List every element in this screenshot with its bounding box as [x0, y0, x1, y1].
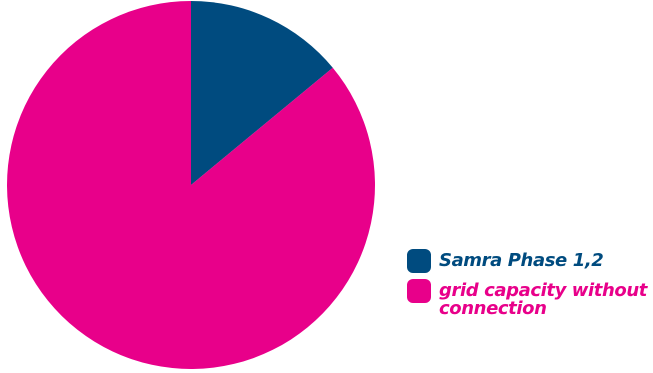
legend-item-grid-capacity: grid capacity without connection [407, 279, 647, 318]
legend-swatch-grid-capacity [407, 279, 431, 303]
chart-legend: Samra Phase 1,2 grid capacity without co… [407, 249, 647, 324]
legend-label-samra-phase: Samra Phase 1,2 [439, 250, 604, 271]
legend-swatch-samra-phase [407, 249, 431, 273]
legend-label-grid-capacity: grid capacity without connection [439, 280, 647, 319]
pie-slice-0 [191, 1, 333, 185]
legend-item-samra-phase: Samra Phase 1,2 [407, 249, 647, 273]
pie-slices [6, 1, 375, 369]
pie-slice-1 [6, 1, 375, 369]
